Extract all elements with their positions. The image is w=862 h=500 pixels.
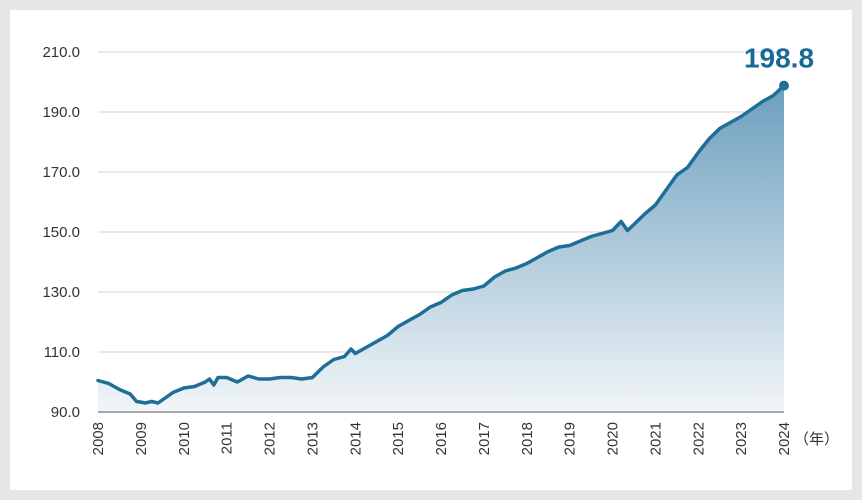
y-tick-label: 130.0 bbox=[42, 284, 80, 301]
x-tick-label: 2010 bbox=[176, 422, 193, 455]
x-tick-label: 2012 bbox=[262, 422, 279, 455]
y-tick-label: 150.0 bbox=[42, 224, 80, 241]
chart-panel: 90.0 110.0 130.0 150.0 170.0 190.0 210.0 2008 2… bbox=[10, 10, 852, 490]
x-tick-label: 2016 bbox=[433, 422, 450, 455]
y-tick-label: 170.0 bbox=[42, 164, 80, 181]
x-tick-label: 2008 bbox=[90, 422, 107, 455]
x-axis-unit-label: （年） bbox=[794, 431, 839, 448]
peak-value-label: 198.8 bbox=[744, 43, 814, 74]
y-tick-label: 110.0 bbox=[44, 344, 80, 361]
y-tick-label: 90.0 bbox=[51, 404, 80, 421]
x-tick-label: 2013 bbox=[304, 422, 321, 455]
x-tick-label: 2011 bbox=[219, 422, 236, 454]
x-axis-ticks: 2008 2009 2010 2011 2012 2013 2014 2015 2016 2017… bbox=[90, 422, 793, 455]
x-tick-label: 2017 bbox=[476, 422, 493, 455]
series-line bbox=[96, 83, 786, 405]
x-tick-label: 2015 bbox=[390, 422, 407, 455]
x-tick-label: 2019 bbox=[562, 422, 579, 455]
peak-point bbox=[779, 80, 789, 91]
x-tick-label: 2014 bbox=[347, 422, 364, 455]
x-tick-label: 2021 bbox=[647, 422, 664, 455]
x-tick-label: 2023 bbox=[733, 422, 750, 455]
area-fill bbox=[98, 85, 784, 412]
y-axis-ticks: 90.0 110.0 130.0 150.0 170.0 190.0 210.0 bbox=[42, 44, 80, 421]
x-tick-label: 2024 bbox=[776, 422, 793, 455]
x-tick-label: 2020 bbox=[605, 422, 622, 455]
x-tick-label: 2022 bbox=[690, 422, 707, 455]
x-tick-label: 2009 bbox=[133, 422, 150, 455]
y-tick-label: 210.0 bbox=[42, 44, 80, 61]
x-tick-label: 2018 bbox=[519, 422, 536, 455]
y-tick-label: 190.0 bbox=[42, 104, 80, 121]
